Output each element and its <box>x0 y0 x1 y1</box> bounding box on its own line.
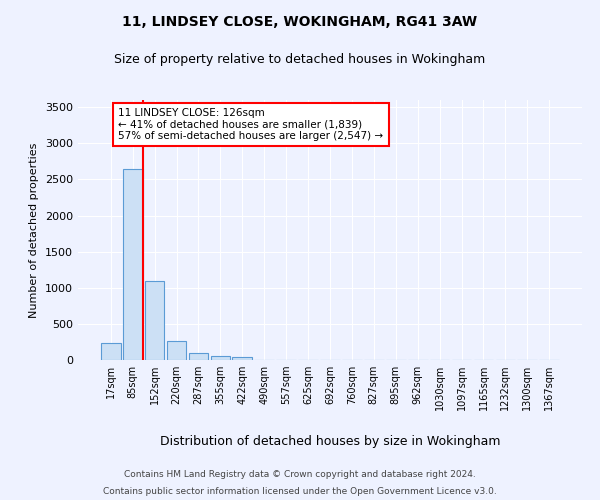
Bar <box>101 344 121 360</box>
Text: Contains HM Land Registry data © Crown copyright and database right 2024.: Contains HM Land Registry data © Crown c… <box>124 470 476 479</box>
Text: Contains public sector information licensed under the Open Government Licence v3: Contains public sector information licen… <box>103 488 497 496</box>
Bar <box>167 340 187 360</box>
Text: Size of property relative to detached houses in Wokingham: Size of property relative to detached ho… <box>115 52 485 66</box>
Bar <box>145 280 164 360</box>
Text: 11 LINDSEY CLOSE: 126sqm
← 41% of detached houses are smaller (1,839)
57% of sem: 11 LINDSEY CLOSE: 126sqm ← 41% of detach… <box>118 108 383 141</box>
Bar <box>123 168 143 360</box>
Bar <box>232 357 252 360</box>
Text: 11, LINDSEY CLOSE, WOKINGHAM, RG41 3AW: 11, LINDSEY CLOSE, WOKINGHAM, RG41 3AW <box>122 15 478 29</box>
Bar <box>211 356 230 360</box>
Bar <box>188 353 208 360</box>
Y-axis label: Number of detached properties: Number of detached properties <box>29 142 40 318</box>
Text: Distribution of detached houses by size in Wokingham: Distribution of detached houses by size … <box>160 435 500 448</box>
